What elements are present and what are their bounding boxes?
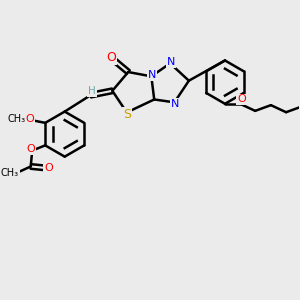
Text: CH₃: CH₃ bbox=[7, 114, 26, 124]
Text: H: H bbox=[88, 86, 96, 96]
Text: O: O bbox=[26, 144, 35, 154]
Text: S: S bbox=[123, 108, 131, 121]
Text: CH₃: CH₃ bbox=[1, 168, 19, 178]
Text: O: O bbox=[26, 114, 34, 124]
Text: O: O bbox=[237, 94, 246, 104]
Text: N: N bbox=[171, 99, 179, 109]
Text: O: O bbox=[106, 51, 116, 64]
Text: O: O bbox=[44, 163, 53, 173]
Text: N: N bbox=[148, 70, 156, 80]
Text: N: N bbox=[167, 57, 175, 67]
